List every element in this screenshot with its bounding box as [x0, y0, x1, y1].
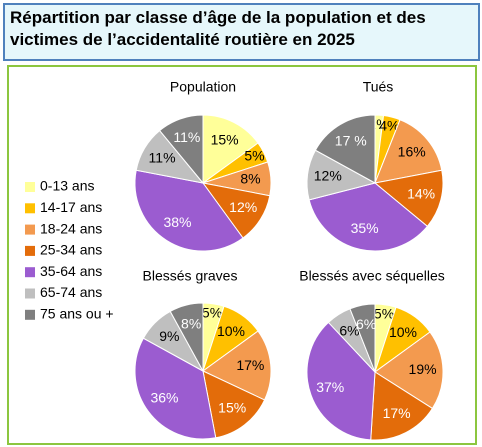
legend-label: 0-13 ans — [40, 178, 94, 194]
legend-label: 65-74 ans — [40, 284, 102, 300]
legend-label: 25-34 ans — [40, 242, 102, 258]
data-label: 11% — [149, 149, 176, 165]
data-label: 38% — [163, 214, 191, 230]
pie-slice — [169, 302, 204, 372]
pie-slice — [134, 337, 217, 440]
data-label: 14% — [407, 186, 435, 202]
legend-swatch — [25, 267, 35, 278]
page-title: Répartition par classe d’âge de la popul… — [3, 3, 480, 61]
data-label: 5% — [202, 305, 222, 321]
pie-slice — [306, 321, 376, 441]
pie-title: Blessés avec séquelles — [299, 268, 445, 284]
data-label: 36% — [150, 390, 178, 406]
data-label: 10% — [389, 324, 417, 340]
pie-slice — [158, 114, 204, 185]
pie-slice — [202, 114, 259, 184]
pie-title: Population — [170, 79, 236, 95]
pie-slice — [202, 330, 272, 401]
pie-slice — [373, 169, 444, 228]
pie-title: Blessés graves — [143, 268, 238, 284]
pie-slice — [370, 371, 434, 441]
data-label: 16% — [398, 143, 426, 159]
data-label: 15% — [211, 131, 239, 147]
legend-swatch — [25, 245, 35, 256]
data-label: 17 % — [335, 133, 367, 149]
data-label: 9% — [159, 328, 179, 344]
data-label: 12% — [314, 168, 342, 184]
legend-swatch — [25, 288, 35, 299]
legend-swatch — [25, 309, 35, 320]
legend-swatch — [25, 203, 35, 214]
data-label: 6% — [356, 316, 376, 332]
pie-slice — [308, 182, 429, 252]
data-label: 5% — [244, 147, 264, 163]
legend-swatch — [25, 182, 35, 192]
data-label: 37% — [316, 379, 344, 395]
pie-slice — [349, 303, 376, 373]
data-label: 6% — [339, 323, 359, 339]
data-label: 10% — [217, 323, 245, 339]
data-label: 12% — [229, 199, 257, 215]
data-label: 17% — [236, 357, 264, 373]
data-label: 19% — [409, 361, 437, 377]
legend-swatch — [25, 224, 35, 235]
legend-label: 18-24 ans — [40, 220, 102, 236]
legend-label: 14-17 ans — [40, 199, 102, 215]
data-label: 11% — [173, 129, 200, 145]
data-label: 5% — [374, 306, 394, 322]
data-label: 4% — [379, 118, 399, 134]
data-label: 15% — [218, 399, 246, 415]
legend-label: 75 ans ou + — [40, 306, 114, 322]
pie-slice — [374, 119, 443, 184]
data-label: 8% — [240, 171, 260, 187]
data-label: 17% — [383, 405, 411, 421]
data-label: 35% — [351, 220, 379, 236]
legend-label: 35-64 ans — [40, 263, 102, 279]
pie-slice — [202, 370, 266, 439]
data-label: 8% — [181, 316, 201, 332]
pie-slice — [374, 331, 444, 410]
pie-title: Tués — [363, 79, 394, 95]
pie-slice — [314, 114, 376, 184]
pie-slice — [134, 169, 244, 252]
